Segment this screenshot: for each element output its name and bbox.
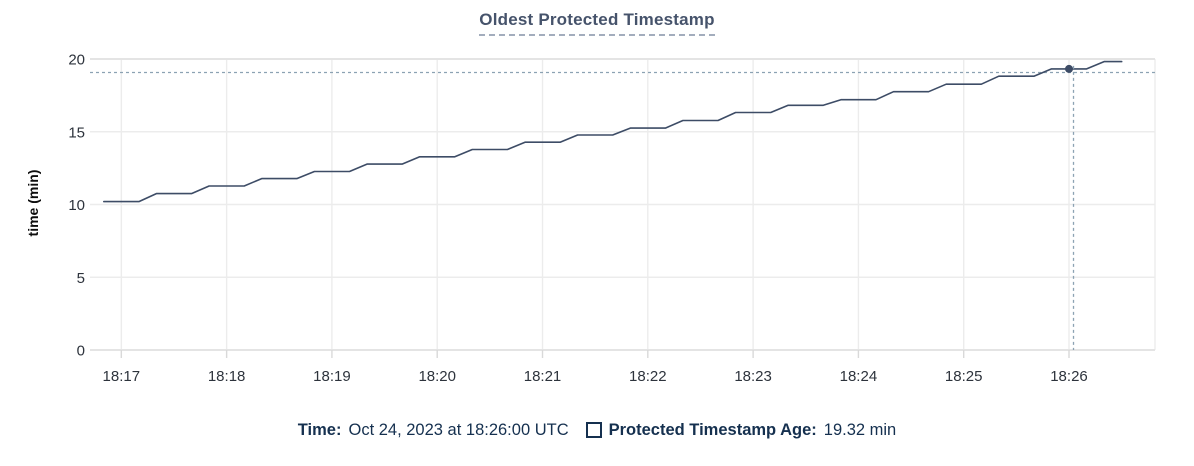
hover-point: [1065, 64, 1074, 73]
x-tick-label: 18:26: [1050, 368, 1088, 385]
x-tick-label: 18:20: [418, 368, 456, 385]
series-line: [103, 60, 1123, 203]
series-label: Protected Timestamp Age:: [608, 421, 817, 439]
x-tick-label: 18:22: [629, 368, 667, 385]
x-tick-label: 18:25: [945, 368, 983, 385]
legend-bar: Time: Oct 24, 2023 at 18:26:00 UTC Prote…: [0, 419, 1194, 441]
chart-title[interactable]: Oldest Protected Timestamp: [479, 10, 715, 36]
x-tick-label: 18:23: [734, 368, 772, 385]
x-tick-label: 18:17: [103, 368, 141, 385]
x-tick-label: 18:24: [840, 368, 878, 385]
tooltip-time-value: Oct 24, 2023 at 18:26:00 UTC: [348, 421, 569, 439]
series-value: 19.32 min: [823, 421, 897, 439]
x-tick-label: 18:18: [208, 368, 246, 385]
x-tick-label: 18:19: [313, 368, 351, 385]
y-tick-label: 15: [68, 124, 85, 141]
tooltip-time-label: Time:: [297, 421, 342, 439]
y-tick-label: 5: [77, 270, 85, 287]
y-tick-label: 0: [77, 343, 85, 360]
title-row: Oldest Protected Timestamp: [0, 10, 1194, 36]
series-checkbox[interactable]: [585, 422, 602, 438]
x-tick-label: 18:21: [524, 368, 562, 385]
y-tick-label: 20: [68, 52, 85, 69]
y-tick-label: 10: [68, 197, 85, 214]
chart-plot[interactable]: 18:17 18:18 18:19 18:20 18:21 18:22 18:23 18:24…: [0, 0, 1194, 400]
